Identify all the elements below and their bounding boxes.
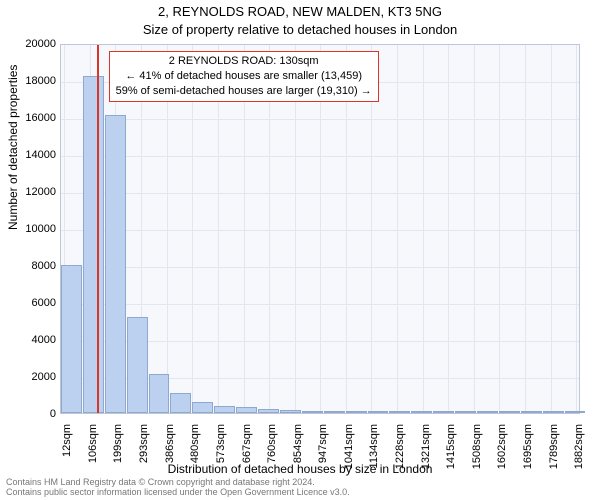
xtick-label: 199sqm [112,424,124,463]
property-marker-line [97,45,99,413]
property-callout: 2 REYNOLDS ROAD: 130sqm← 41% of detached… [109,51,379,102]
xtick-label: 1134sqm [368,424,380,468]
histogram-bar [258,409,279,413]
xtick-label: 106sqm [87,424,99,463]
chart-title-line2: Size of property relative to detached ho… [0,22,600,37]
histogram-bar [236,407,257,413]
histogram-bar [389,411,410,413]
ytick-label: 20000 [6,38,56,50]
gridline-v [551,45,552,413]
xtick-label: 1882sqm [573,424,585,469]
xtick-label: 1789sqm [548,424,560,469]
xtick-label: 1602sqm [496,424,508,469]
gridline-v [499,45,500,413]
histogram-bar [280,410,301,413]
xtick-label: 1228sqm [394,424,406,469]
histogram-bar [411,411,432,413]
gridline-v [423,45,424,413]
ytick-label: 10000 [6,223,56,235]
chart-title-line1: 2, REYNOLDS ROAD, NEW MALDEN, KT3 5NG [0,4,600,19]
histogram-bar [368,411,389,413]
histogram-bar [83,76,104,413]
ytick-label: 2000 [6,371,56,383]
histogram-bar [61,265,82,413]
histogram-bar [192,402,213,413]
attribution-text: Contains HM Land Registry data © Crown c… [6,478,350,498]
xtick-label: 760sqm [266,424,278,463]
callout-line2: ← 41% of detached houses are smaller (13… [116,69,372,84]
histogram-bar [477,411,498,413]
histogram-bar [543,411,564,413]
ytick-label: 14000 [6,149,56,161]
histogram-bar [214,406,235,413]
histogram-bar [324,411,345,413]
plot-area: 2 REYNOLDS ROAD: 130sqm← 41% of detached… [60,44,580,414]
callout-line1: 2 REYNOLDS ROAD: 130sqm [116,54,372,69]
xtick-label: 1321sqm [420,424,432,469]
xtick-label: 854sqm [292,424,304,463]
xtick-label: 1415sqm [445,424,457,469]
gridline-v [525,45,526,413]
x-axis-label: Distribution of detached houses by size … [0,462,600,476]
histogram-bar [105,115,126,413]
ytick-label: 18000 [6,75,56,87]
ytick-label: 16000 [6,112,56,124]
ytick-label: 6000 [6,297,56,309]
gridline-v [397,45,398,413]
xtick-label: 1695sqm [522,424,534,469]
xtick-label: 12sqm [61,424,73,457]
xtick-label: 386sqm [164,424,176,463]
xtick-label: 1041sqm [343,424,355,469]
xtick-label: 480sqm [189,424,201,463]
histogram-bar [499,411,520,413]
histogram-bar [149,374,170,413]
histogram-bar [455,411,476,413]
attribution-line2: Contains public sector information licen… [6,488,350,498]
xtick-label: 293sqm [138,424,150,463]
histogram-bar [127,317,148,413]
ytick-label: 12000 [6,186,56,198]
callout-line3: 59% of semi-detached houses are larger (… [116,84,372,99]
xtick-label: 947sqm [317,424,329,463]
xtick-label: 1508sqm [471,424,483,469]
ytick-label: 8000 [6,260,56,272]
gridline-v [576,45,577,413]
histogram-bar [521,411,542,413]
histogram-bar [170,393,191,413]
histogram-bar [433,411,454,413]
histogram-bar [302,411,323,413]
histogram-bar [346,411,367,413]
gridline-v [448,45,449,413]
ytick-label: 0 [6,408,56,420]
gridline-v [474,45,475,413]
xtick-label: 573sqm [215,424,227,463]
y-axis-label: Number of detached properties [6,65,20,230]
ytick-label: 4000 [6,334,56,346]
histogram-bar [565,411,586,413]
xtick-label: 667sqm [241,424,253,463]
